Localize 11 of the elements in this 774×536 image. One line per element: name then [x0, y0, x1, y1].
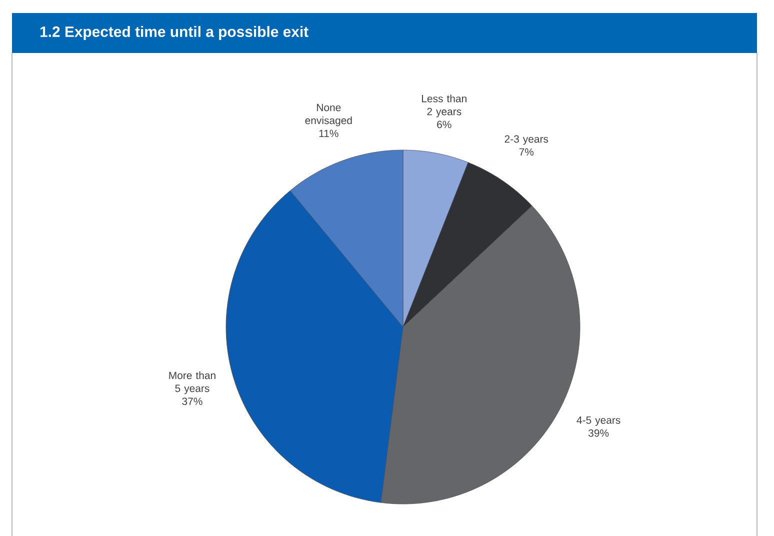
data-label: 39% — [588, 429, 609, 437]
slice-label: 2-3 years — [504, 135, 548, 145]
data-label: 11% — [319, 130, 338, 138]
chart-title: 1.2 Expected time until a possible exit — [40, 26, 308, 40]
slice-label: More than 5 years — [169, 371, 216, 394]
data-label: 37% — [182, 398, 202, 406]
slice-label: None envisaged — [305, 104, 352, 126]
data-label: 6% — [437, 120, 452, 128]
slice-label: 4-5 years — [576, 416, 620, 426]
slice-label: Less than 2 years — [422, 94, 466, 118]
data-label: 7% — [519, 148, 534, 156]
